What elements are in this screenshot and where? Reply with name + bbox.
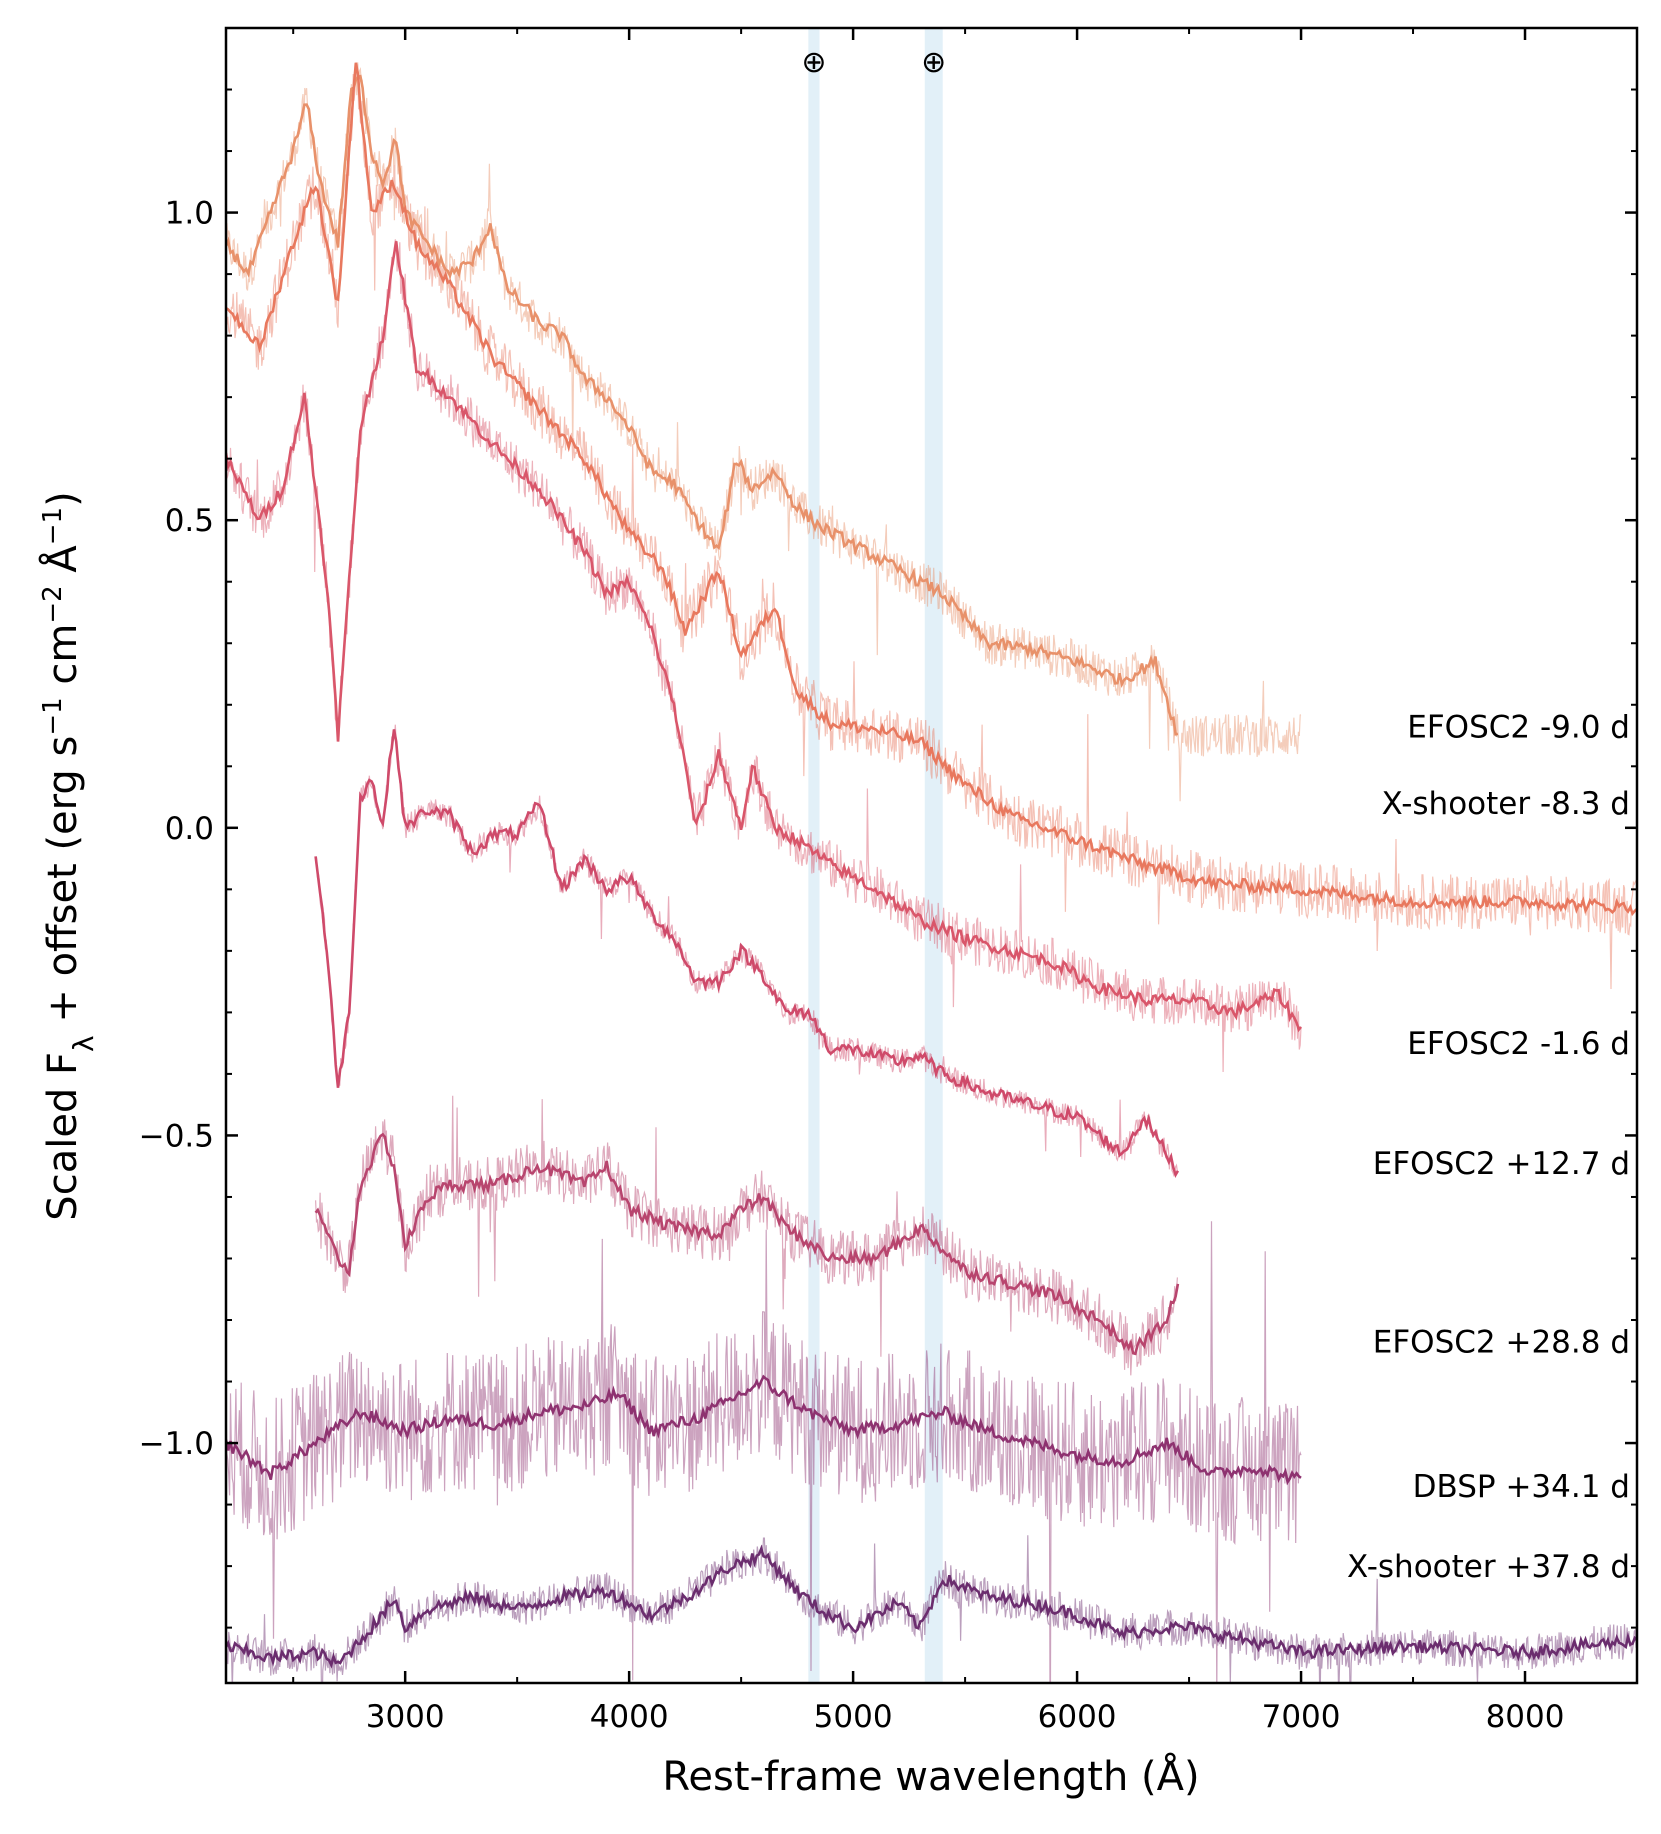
- telluric-marker: ⊕: [921, 45, 946, 80]
- y-tick-label: 0.0: [165, 811, 214, 847]
- y-tick-label: −1.0: [139, 1426, 214, 1462]
- x-tick-label: 7000: [1262, 1699, 1341, 1735]
- series-label-efosc2-28-8-d: EFOSC2 +28.8 d: [1373, 1325, 1630, 1361]
- smoothed-spectrum-dbsp-34-1-d: [226, 1374, 1302, 1486]
- raw-spectrum-efosc2-28-8-d: [315, 1095, 1178, 1376]
- raw-spectrum-efosc2-9-0-d: [226, 62, 1302, 802]
- y-tick-label: −0.5: [139, 1118, 214, 1154]
- raw-spectrum-x-shooter-37-8-d: [226, 1535, 1637, 1683]
- series-label-efosc2-9-0-d: EFOSC2 -9.0 d: [1407, 709, 1630, 745]
- x-tick-label: 5000: [814, 1699, 893, 1735]
- smoothed-spectrum-efosc2-1-6-d: [226, 241, 1303, 1033]
- raw-spectrum-dbsp-34-1-d: [226, 1221, 1302, 1683]
- series-label-efosc2-12-7-d: EFOSC2 +12.7 d: [1373, 1146, 1630, 1182]
- x-tick-label: 4000: [590, 1699, 669, 1735]
- series-label-dbsp-34-1-d: DBSP +34.1 d: [1413, 1469, 1630, 1505]
- telluric-band: [808, 28, 820, 1683]
- series-label-x-shooter-37-8-d: X-shooter +37.8 d: [1347, 1549, 1630, 1585]
- y-axis-title: Scaled Fλ + offset (erg s−1 cm−2 Å−1): [38, 491, 100, 1220]
- y-tick-label: 1.0: [165, 196, 214, 232]
- x-tick-label: 3000: [366, 1699, 445, 1735]
- raw-spectrum-efosc2-1-6-d: [226, 239, 1302, 1073]
- x-tick-label: 8000: [1486, 1699, 1565, 1735]
- telluric-marker: ⊕: [801, 45, 826, 80]
- plot-frame: [224, 26, 1639, 1685]
- series-label-efosc2-1-6-d: EFOSC2 -1.6 d: [1407, 1026, 1630, 1062]
- series-label-x-shooter-8-3-d: X-shooter -8.3 d: [1382, 786, 1630, 822]
- smoothed-spectrum-efosc2-9-0-d: [226, 74, 1179, 736]
- x-axis-title: Rest-frame wavelength (Å): [662, 1752, 1199, 1800]
- smoothed-spectrum-x-shooter-37-8-d: [226, 1544, 1637, 1669]
- y-tick-label: 0.5: [165, 503, 214, 539]
- smoothed-spectrum-x-shooter-8-3-d: [226, 62, 1637, 917]
- smoothed-spectrum-efosc2-28-8-d: [314, 1132, 1180, 1356]
- telluric-band: [924, 28, 943, 1683]
- x-tick-label: 6000: [1038, 1699, 1117, 1735]
- smoothed-spectrum-efosc2-12-7-d: [314, 729, 1180, 1179]
